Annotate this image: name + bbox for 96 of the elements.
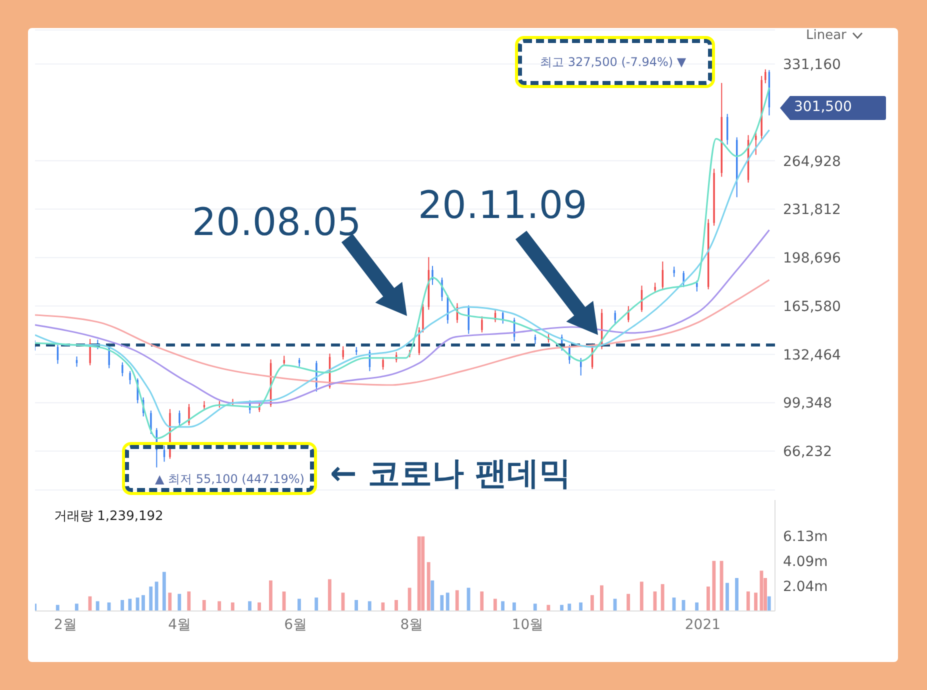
bar — [248, 601, 252, 611]
bar — [368, 601, 372, 611]
candlestick — [178, 410, 180, 428]
bar — [74, 604, 78, 611]
bar — [202, 600, 206, 611]
candlestick — [696, 280, 698, 292]
candlestick — [654, 282, 656, 294]
x-tick-label: 2021 — [684, 616, 721, 633]
x-tick-label: 8월 — [400, 616, 424, 633]
y-tick-label: 4.09m — [783, 554, 828, 570]
candlestick — [673, 266, 675, 278]
y-tick-label: 6.13m — [783, 529, 828, 546]
candlestick — [422, 303, 424, 333]
annotation: ▲ 최저 55,100 (447.19%) — [155, 471, 304, 488]
candlestick — [342, 346, 344, 360]
bar — [533, 604, 537, 611]
bar — [408, 588, 412, 611]
bar — [314, 598, 318, 611]
bar — [493, 598, 497, 611]
annotation: 20.11.09 — [418, 183, 588, 227]
y-tick-label: 331,160 — [783, 56, 841, 73]
candlestick — [129, 370, 131, 385]
bar — [720, 560, 724, 611]
y-tick-label: 2.04m — [783, 579, 828, 596]
dashed-frame: ▲ 최저 55,100 (447.19%) — [125, 445, 314, 492]
line-series — [35, 129, 770, 428]
bar — [142, 595, 145, 611]
bar — [560, 604, 564, 611]
bar — [149, 586, 153, 611]
y-tick-label: 198,696 — [783, 250, 841, 267]
bar — [754, 592, 758, 611]
y-tick-label: 165,580 — [783, 298, 841, 315]
bar — [230, 602, 234, 611]
bar — [218, 601, 222, 611]
bar — [56, 604, 60, 611]
bar — [546, 604, 550, 611]
bar — [96, 601, 100, 611]
y-tick-label: 66,232 — [783, 444, 832, 460]
bar — [120, 600, 124, 611]
bar — [579, 602, 582, 611]
candlestick — [481, 316, 483, 333]
bar — [440, 595, 444, 611]
bar — [735, 578, 738, 611]
x-tick-label: 4월 — [168, 616, 192, 633]
bar — [767, 596, 771, 611]
bar — [426, 562, 430, 611]
bar — [640, 582, 644, 611]
bar — [512, 602, 516, 611]
bar — [187, 591, 191, 611]
dashed-frame: 최고 327,500 (-7.94%) ▼ — [518, 39, 712, 85]
bar — [154, 582, 158, 611]
bar — [695, 602, 699, 611]
candlestick — [432, 265, 434, 286]
candlestick — [122, 362, 124, 377]
bar — [501, 601, 504, 611]
bar — [706, 586, 710, 611]
bar — [430, 580, 434, 611]
x-tick-label: 6월 — [284, 616, 308, 633]
bar — [417, 536, 421, 611]
bar — [446, 592, 450, 611]
bar — [455, 590, 459, 611]
bar — [178, 594, 182, 611]
bar — [258, 602, 261, 611]
y-tick-label: 264,928 — [783, 154, 841, 170]
x-tick-label: 10월 — [512, 616, 544, 633]
bar — [394, 600, 398, 611]
bar — [626, 594, 630, 611]
text: Linear — [806, 28, 846, 43]
y-tick-label: 99,348 — [783, 396, 832, 412]
annotation: 최고 327,500 (-7.94%) ▼ — [540, 54, 686, 71]
bar — [168, 592, 172, 611]
text: 거래량 1,239,192 — [54, 508, 164, 525]
candlestick — [382, 356, 384, 370]
x-tick-label: 2월 — [54, 616, 77, 633]
y-tick-label: 132,464 — [783, 347, 841, 364]
annotation: 20.08.05 — [192, 200, 362, 244]
y-tick-label: 231,812 — [783, 202, 841, 218]
bar — [381, 602, 385, 611]
bar — [480, 591, 484, 611]
bar — [354, 600, 358, 611]
bar — [746, 591, 750, 611]
bar — [162, 572, 166, 611]
bar — [128, 598, 132, 611]
bar — [568, 604, 572, 611]
text: 301,500 — [794, 99, 852, 115]
bar — [660, 584, 664, 611]
bar — [712, 560, 716, 611]
bar — [600, 585, 604, 611]
line-series — [35, 279, 770, 386]
bar — [421, 536, 425, 611]
bar — [590, 595, 594, 611]
annotation: ← 코로나 팬데믹 — [330, 453, 572, 494]
bar — [268, 580, 272, 611]
bar — [726, 582, 729, 611]
bar — [298, 598, 301, 611]
bar — [328, 579, 332, 611]
